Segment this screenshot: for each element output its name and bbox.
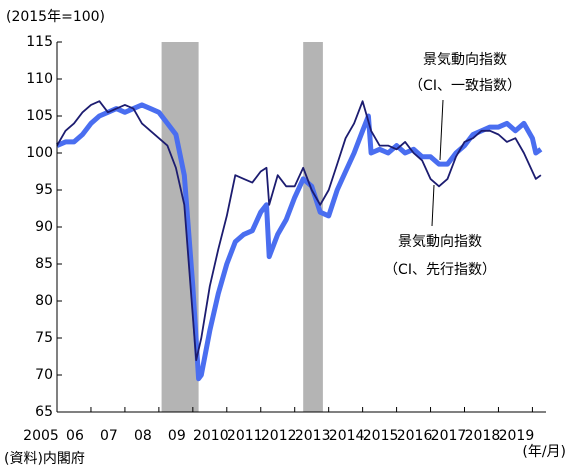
annotation: （CI、先行指数） xyxy=(384,262,496,278)
x-tick-label: 07 xyxy=(100,428,118,444)
y-tick-label: 100 xyxy=(26,145,53,161)
shaded-period xyxy=(303,42,323,412)
y-tick-label: 105 xyxy=(26,108,53,124)
x-tick-label: 09 xyxy=(168,428,186,444)
x-tick-label: 2019 xyxy=(499,428,535,444)
annotation-arrow xyxy=(439,99,444,161)
x-tick-label: 2012 xyxy=(261,428,297,444)
x-tick-label: 2011 xyxy=(227,428,263,444)
x-tick-label: 2017 xyxy=(431,428,467,444)
x-tick-label: 2015 xyxy=(363,428,399,444)
shaded-period xyxy=(161,42,199,412)
y-tick-label: 65 xyxy=(35,404,53,420)
series-line xyxy=(56,102,543,382)
x-tick-label: 08 xyxy=(134,428,152,444)
x-tick-label: 06 xyxy=(66,428,84,444)
y-tick-label: 115 xyxy=(26,34,53,50)
x-tick-label: 2014 xyxy=(329,428,365,444)
x-tick-label: 2013 xyxy=(295,428,331,444)
y-tick-label: 95 xyxy=(35,182,53,198)
x-tick-label: 2018 xyxy=(465,428,501,444)
x-tick-label: 2005 xyxy=(23,428,59,444)
y-unit-label: (2015年=100) xyxy=(6,9,105,25)
series-line xyxy=(56,100,542,362)
annotation: （CI、一致指数） xyxy=(409,78,521,94)
x-tick-label: 2016 xyxy=(397,428,433,444)
shades xyxy=(161,42,323,412)
annotation-arrow xyxy=(431,184,435,227)
source: (資料)内閣府 xyxy=(4,451,85,467)
y-tick-label: 80 xyxy=(35,293,53,309)
axes: 65 70 75 80 85 90 95 100 105 110 115 2005 06 07 08 09 20… xyxy=(23,34,546,444)
y-tick-label: 70 xyxy=(35,367,53,383)
y-tick-label: 85 xyxy=(35,256,53,272)
annotation: 景気動向指数 xyxy=(423,52,507,68)
lines xyxy=(56,100,543,382)
annotation: 景気動向指数 xyxy=(398,234,482,250)
y-tick-label: 90 xyxy=(35,219,53,235)
y-tick-label: 75 xyxy=(35,330,53,346)
y-tick-label: 110 xyxy=(26,71,53,87)
x-axis-label: (年/月) xyxy=(522,444,566,460)
x-tick-label: 2010 xyxy=(193,428,229,444)
